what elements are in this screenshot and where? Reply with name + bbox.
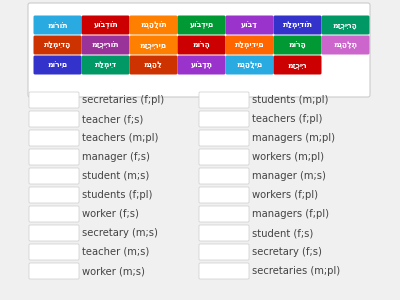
FancyBboxPatch shape [226,16,274,34]
FancyBboxPatch shape [29,263,79,279]
Text: student (f;s): student (f;s) [252,228,313,238]
Text: מוֹרֶה: מוֹרֶה [192,40,210,50]
FancyBboxPatch shape [29,206,79,222]
Text: מוֹרָה: מוֹרָה [288,40,306,50]
FancyBboxPatch shape [226,35,274,55]
FancyBboxPatch shape [34,56,82,74]
FancyBboxPatch shape [199,206,249,222]
Text: עוֹבֶדֶת: עוֹבֶדֶת [190,61,212,70]
Text: workers (f;pl): workers (f;pl) [252,190,318,200]
Text: managers (f;pl): managers (f;pl) [252,209,329,219]
Text: secretary (m;s): secretary (m;s) [82,228,158,238]
FancyBboxPatch shape [29,130,79,146]
FancyBboxPatch shape [28,3,370,97]
Text: students (m;pl): students (m;pl) [252,95,328,105]
FancyBboxPatch shape [199,92,249,108]
FancyBboxPatch shape [34,16,82,34]
FancyBboxPatch shape [130,35,178,55]
Text: תַּלְמִידִים: תַּלְמִידִים [235,40,264,50]
Text: worker (f;s): worker (f;s) [82,209,139,219]
FancyBboxPatch shape [130,56,178,74]
FancyBboxPatch shape [29,149,79,165]
FancyBboxPatch shape [130,16,178,34]
FancyBboxPatch shape [226,56,274,74]
FancyBboxPatch shape [199,225,249,241]
Text: secretaries (m;pl): secretaries (m;pl) [252,266,340,276]
Text: teacher (f;s): teacher (f;s) [82,114,143,124]
Text: students (f;pl): students (f;pl) [82,190,152,200]
Text: מְנַהֲלוֹת: מְנַהֲלוֹת [140,20,167,29]
FancyBboxPatch shape [29,225,79,241]
FancyBboxPatch shape [274,16,322,34]
FancyBboxPatch shape [199,244,249,260]
FancyBboxPatch shape [274,35,322,55]
Text: student (m;s): student (m;s) [82,171,149,181]
FancyBboxPatch shape [29,187,79,203]
Text: תַּלְמִיד: תַּלְמִיד [94,61,116,70]
FancyBboxPatch shape [29,92,79,108]
Text: teacher (m;s): teacher (m;s) [82,247,149,257]
FancyBboxPatch shape [274,56,322,74]
Text: עוֹבֵד: עוֹבֵד [241,20,258,29]
Text: manager (f;s): manager (f;s) [82,152,150,162]
Text: מַזְּכִּירוֹת: מַזְּכִּירוֹת [92,40,119,50]
FancyBboxPatch shape [34,35,82,55]
FancyBboxPatch shape [82,56,130,74]
Text: מַזְּכִּירִים: מַזְּכִּירִים [140,40,167,50]
FancyBboxPatch shape [178,56,226,74]
FancyBboxPatch shape [29,111,79,127]
Text: תַּלְמִידָה: תַּלְמִידָה [44,40,71,50]
FancyBboxPatch shape [199,168,249,184]
FancyBboxPatch shape [82,35,130,55]
Text: מְנַהֶלֶת: מְנַהֶלֶת [334,40,358,50]
FancyBboxPatch shape [199,111,249,127]
FancyBboxPatch shape [322,16,370,34]
Text: תַּלְמִידוֹת: תַּלְמִידוֹת [282,20,312,29]
Text: worker (m;s): worker (m;s) [82,266,145,276]
Text: עוֹבְדוֹת: עוֹבְדוֹת [93,20,118,29]
FancyBboxPatch shape [82,16,130,34]
Text: manager (m;s): manager (m;s) [252,171,326,181]
Text: מַזְּכִּיר: מַזְּכִּיר [288,61,307,70]
FancyBboxPatch shape [199,149,249,165]
Text: teachers (m;pl): teachers (m;pl) [82,133,158,143]
FancyBboxPatch shape [178,35,226,55]
Text: מְנַהֵל: מְנַהֵל [144,61,163,70]
FancyBboxPatch shape [29,168,79,184]
Text: מוֹרִים: מוֹרִים [47,61,68,70]
Text: מְנַהֲלִים: מְנַהֲלִים [236,61,263,70]
Text: secretaries (f;pl): secretaries (f;pl) [82,95,164,105]
Text: managers (m;pl): managers (m;pl) [252,133,335,143]
FancyBboxPatch shape [322,35,370,55]
FancyBboxPatch shape [178,16,226,34]
Text: מַזְּכִּירָה: מַזְּכִּירָה [333,20,358,29]
FancyBboxPatch shape [199,263,249,279]
FancyBboxPatch shape [29,244,79,260]
Text: מוֹרוֹת: מוֹרוֹת [47,20,68,29]
Text: teachers (f;pl): teachers (f;pl) [252,114,322,124]
FancyBboxPatch shape [199,130,249,146]
Text: עוֹבְדִים: עוֹבְדִים [189,20,214,29]
FancyBboxPatch shape [199,187,249,203]
Text: workers (m;pl): workers (m;pl) [252,152,324,162]
Text: secretary (f;s): secretary (f;s) [252,247,322,257]
